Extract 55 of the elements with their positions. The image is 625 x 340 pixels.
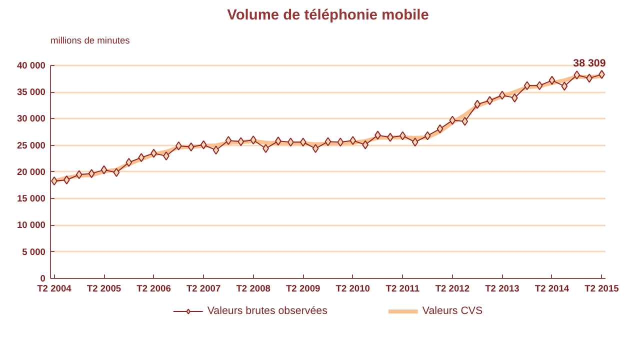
- point: [399, 131, 406, 140]
- point: [312, 144, 319, 154]
- y-tick-label: 30 000: [16, 114, 46, 124]
- point: [138, 153, 145, 162]
- x-tick-label: T2 2004: [37, 284, 72, 294]
- y-tick-label: 10 000: [16, 220, 46, 230]
- x-tick-label: T2 2010: [336, 284, 370, 294]
- y-tick-label: 35 000: [16, 87, 46, 98]
- point: [574, 70, 580, 80]
- point: [412, 138, 418, 147]
- y-tick-label: 40 000: [16, 60, 46, 70]
- point: [76, 170, 82, 180]
- point: [100, 165, 108, 174]
- x-tick-label: T2 2012: [435, 284, 470, 294]
- y-tick-label: 20 000: [16, 166, 46, 177]
- point: [88, 169, 95, 178]
- chart-title: Volume de téléphonie mobile: [227, 8, 429, 24]
- point: [561, 82, 568, 91]
- point: [424, 131, 431, 140]
- point: [225, 136, 232, 146]
- x-tick-label: T2 2015: [584, 284, 619, 294]
- point: [350, 136, 356, 146]
- x-tick-label: T2 2005: [86, 284, 122, 294]
- point: [511, 93, 518, 102]
- x-tick-label: T2 2014: [534, 284, 570, 294]
- point: [113, 168, 120, 177]
- legend-label: Valeurs brutes observées: [207, 305, 328, 317]
- x-tick-label: T2 2011: [386, 284, 420, 294]
- point: [436, 124, 444, 134]
- x-tick-label: T2 2008: [236, 284, 270, 294]
- x-tick-label: T2 2006: [136, 284, 171, 294]
- point: [337, 138, 344, 147]
- x-tick-label: T2 2007: [186, 284, 221, 294]
- point: [300, 138, 306, 147]
- y-tick-label: 25 000: [16, 140, 46, 150]
- point: [524, 81, 530, 90]
- data-label: 38 309: [573, 57, 606, 70]
- y-tick-label: 15 000: [16, 194, 46, 204]
- point: [126, 158, 132, 167]
- y-axis-title: millions de minutes: [50, 36, 130, 46]
- point: [250, 135, 257, 144]
- point: [536, 81, 543, 90]
- point: [238, 137, 244, 146]
- point: [324, 137, 332, 146]
- legend-label: Valeurs CVS: [422, 305, 483, 317]
- point: [462, 116, 468, 126]
- point: [212, 146, 220, 155]
- y-tick-label: 5 000: [22, 246, 46, 257]
- point: [548, 76, 556, 85]
- x-tick-label: T2 2009: [286, 284, 320, 294]
- point: [449, 116, 456, 125]
- point: [188, 142, 194, 152]
- y-tick-label: 0: [40, 274, 46, 284]
- point: [200, 140, 207, 150]
- x-tick-label: T2 2013: [485, 284, 520, 294]
